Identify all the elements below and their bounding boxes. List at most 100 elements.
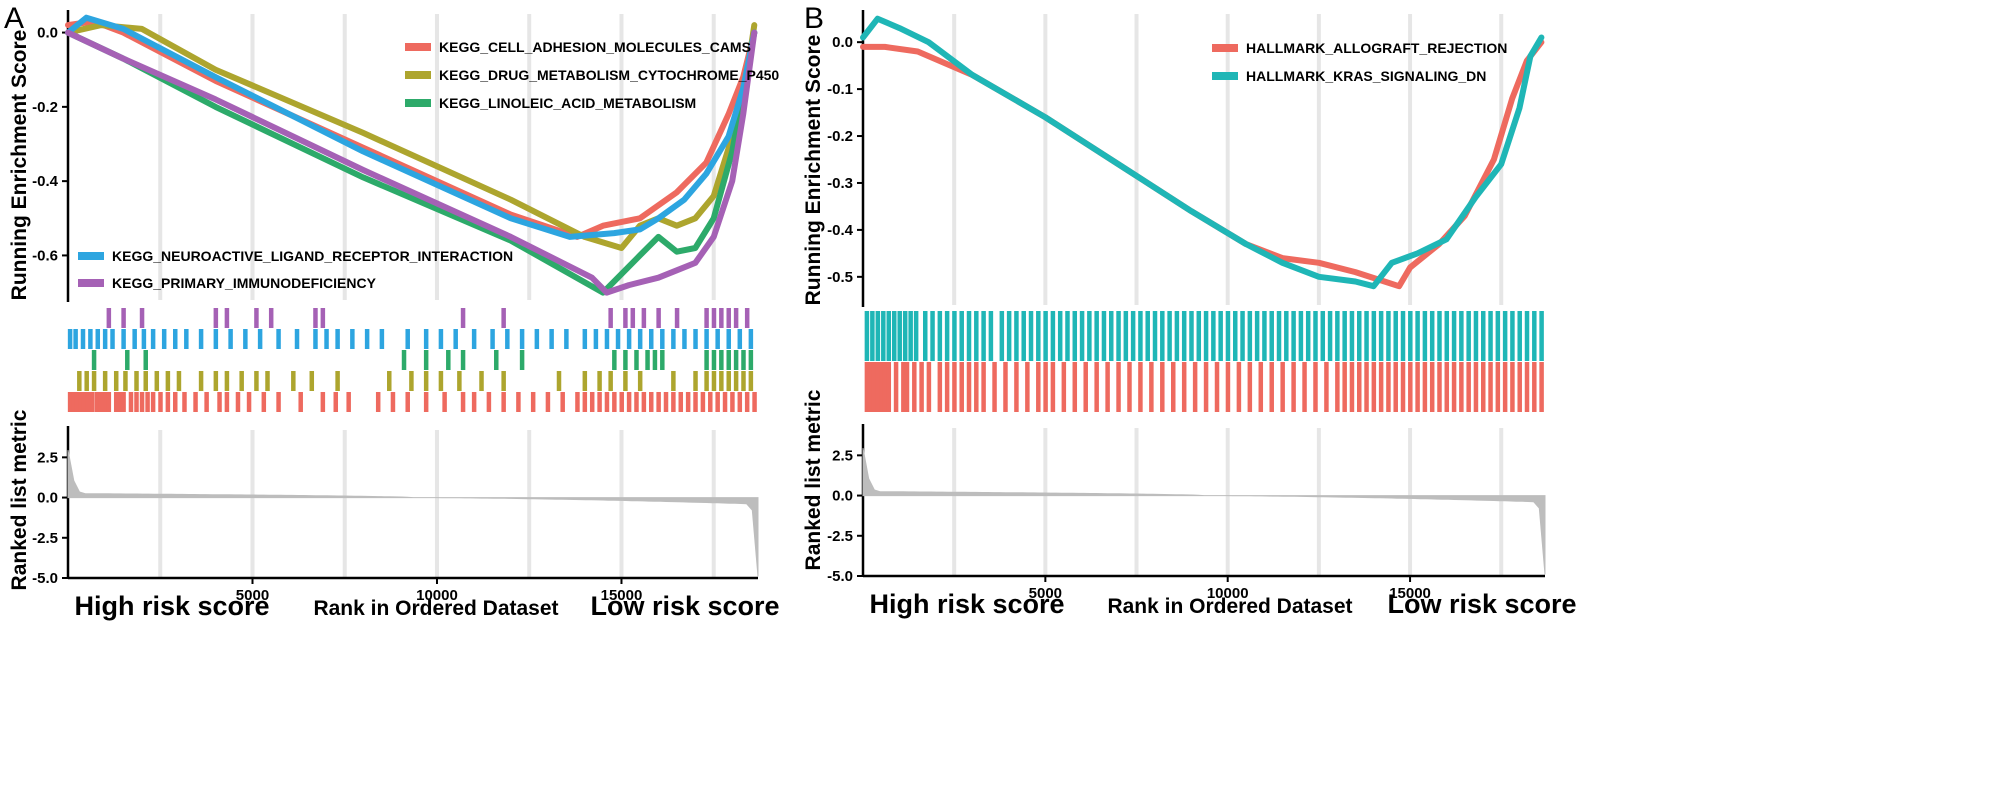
panel-b-hit-bar-1 <box>913 311 919 361</box>
panel-a-metric-tick-label: -2.5 <box>32 530 58 547</box>
panel-b-hit-bar-0 <box>1364 362 1369 412</box>
panel-b-hit-bar-0 <box>1451 362 1457 412</box>
panel-b-hit-bar-1 <box>1524 311 1530 361</box>
panel-a-hit-bar-3 <box>505 329 510 349</box>
panel-a-es-tick-label: -0.6 <box>32 247 58 264</box>
panel-a-hit-bar-3 <box>726 329 731 349</box>
panel-a-hit-bar-0 <box>102 392 108 412</box>
panel-a-legend-label-1: KEGG_DRUG_METABOLISM_CYTOCHROME_P450 <box>439 67 779 83</box>
panel-a-hit-bar-4 <box>268 308 274 328</box>
panel-a-hit-bar-2 <box>711 350 717 370</box>
panel-b-hit-bar-0 <box>1488 362 1493 412</box>
panel-b-hit-bar-1 <box>1539 311 1544 361</box>
panel-b-hit-bar-1 <box>1181 311 1187 361</box>
panel-b-hit-bar-1 <box>1386 311 1391 361</box>
panel-b-hit-bar-0 <box>882 362 888 412</box>
panel-b-letter: B <box>804 2 824 35</box>
panel-a-hit-bar-2 <box>519 350 525 370</box>
panel-a-es-line-1 <box>65 22 758 251</box>
panel-a-hit-bar-4 <box>460 308 466 328</box>
panel-b-hit-bar-0 <box>893 362 899 412</box>
panel-a-hit-bar-2 <box>623 350 628 370</box>
panel-b-es-tick-label: -0.1 <box>827 81 853 98</box>
panel-b-hit-bar-1 <box>1014 311 1019 361</box>
panel-a-hit-bar-2 <box>748 350 754 370</box>
panel-b-hit-bar-1 <box>1284 311 1289 361</box>
panel-b-hit-bar-0 <box>864 362 870 412</box>
panel-a-hit-bar-0 <box>89 392 95 412</box>
panel-a-hit-bar-3 <box>693 329 698 349</box>
panel-b-es-tick-label: -0.3 <box>827 175 853 192</box>
panel-a-hit-bar-3 <box>88 329 93 349</box>
panel-a-hit-bar-2 <box>494 350 499 370</box>
panel-a-hit-bar-1 <box>165 371 171 391</box>
panel-a-es-line-2 <box>65 29 758 296</box>
panel-b-hit-bar-0 <box>1532 362 1537 412</box>
panel-b-hit-bar-0 <box>875 362 881 412</box>
panel-a-hit-bar-3 <box>549 329 554 349</box>
panel-a-metric-tick-label: 2.5 <box>37 449 58 466</box>
panel-a-hit-bar-0 <box>516 392 521 412</box>
panel-b-hit-bar-1 <box>1437 311 1442 361</box>
panel-b-hit-bar-0 <box>1116 362 1121 412</box>
panel-a-hit-bar-2 <box>652 350 658 370</box>
panel-b-hit-bar-0 <box>886 362 892 412</box>
panel-a-hit-bar-4 <box>313 308 318 328</box>
panel-b-hit-bar-0 <box>879 362 884 412</box>
panel-b-hit-bar-1 <box>1211 311 1216 361</box>
panel-a-legend-label-0: KEGG_CELL_ADHESION_MOLECULES_CAMS <box>439 39 751 55</box>
panel-b-hit-bar-1 <box>897 311 902 361</box>
panel-a-hit-bar-1 <box>102 371 108 391</box>
panel-b-hit-bar-1 <box>1349 311 1355 361</box>
panel-b-hit-bar-1 <box>1400 311 1406 361</box>
panel-b-hit-bar-0 <box>1539 362 1544 412</box>
panel-b-hit-bar-0 <box>1371 362 1377 412</box>
panel-b-hit-bar-0 <box>1171 362 1176 412</box>
panel-b-hit-bar-1 <box>1291 311 1296 361</box>
panel-a-hit-bar-4 <box>656 308 661 328</box>
panel-b-hit-bar-0 <box>1422 362 1428 412</box>
panel-a-hit-bar-3 <box>350 329 355 349</box>
panel-a-hit-bar-3 <box>405 329 410 349</box>
panel-a-hit-bar-1 <box>457 371 462 391</box>
panel-b-hit-bar-1 <box>1225 311 1231 361</box>
panel-a-hit-bar-1 <box>113 371 119 391</box>
panel-a-hit-bar-0 <box>67 392 73 412</box>
panel-a-hit-bar-2 <box>460 350 466 370</box>
panel-a-hit-bar-3 <box>671 329 676 349</box>
panel-a-hit-bar-3 <box>73 329 78 349</box>
panel-b-hit-bar-0 <box>1214 362 1220 412</box>
panel-b-hit-bar-1 <box>1371 311 1377 361</box>
panel-b-hit-bar-0 <box>1444 362 1450 412</box>
panel-a-hit-bar-3 <box>243 329 248 349</box>
panel-a-hit-bar-4 <box>719 308 724 328</box>
panel-b-hit-bar-1 <box>944 311 950 361</box>
panel-b-hit-bar-0 <box>1138 362 1143 412</box>
panel-b-hit-bar-1 <box>1123 311 1129 361</box>
panel-b-hit-bar-1 <box>988 311 994 361</box>
panel-b-hit-bar-0 <box>981 362 986 412</box>
panel-a-hit-bar-1 <box>224 371 230 391</box>
panel-b-hit-bar-0 <box>1003 362 1008 412</box>
panel-a-hit-bar-0 <box>530 392 536 412</box>
panel-a-hit-bar-0 <box>121 392 126 412</box>
panel-b-hit-bar-1 <box>1276 311 1282 361</box>
panel-b-legend-label-0: HALLMARK_ALLOGRAFT_REJECTION <box>1246 40 1507 56</box>
panel-a-hit-bar-3 <box>80 329 86 349</box>
panel-b-hit-bar-1 <box>1335 311 1340 361</box>
panel-a-hit-bar-0 <box>752 392 757 412</box>
panel-b-hit-bar-0 <box>1014 362 1019 412</box>
panel-a-hit-bar-3 <box>423 329 429 349</box>
panel-a-hit-bar-0 <box>486 392 492 412</box>
panel-b-hit-bar-0 <box>1517 362 1522 412</box>
panel-b-hit-bar-1 <box>1160 311 1165 361</box>
panel-a-hit-bar-3 <box>161 329 167 349</box>
panel-a-hit-bar-0 <box>98 392 103 412</box>
panel-a-left-label: High risk score <box>74 591 269 621</box>
panel-a-hit-bar-3 <box>335 329 340 349</box>
panel-b-hit-bar-0 <box>1313 362 1318 412</box>
panel-b-hit-bar-0 <box>959 362 964 412</box>
panel-a-hit-bar-1 <box>154 371 160 391</box>
panel-b-hit-bar-1 <box>1393 311 1398 361</box>
panel-b-hit-bar-1 <box>864 311 870 361</box>
